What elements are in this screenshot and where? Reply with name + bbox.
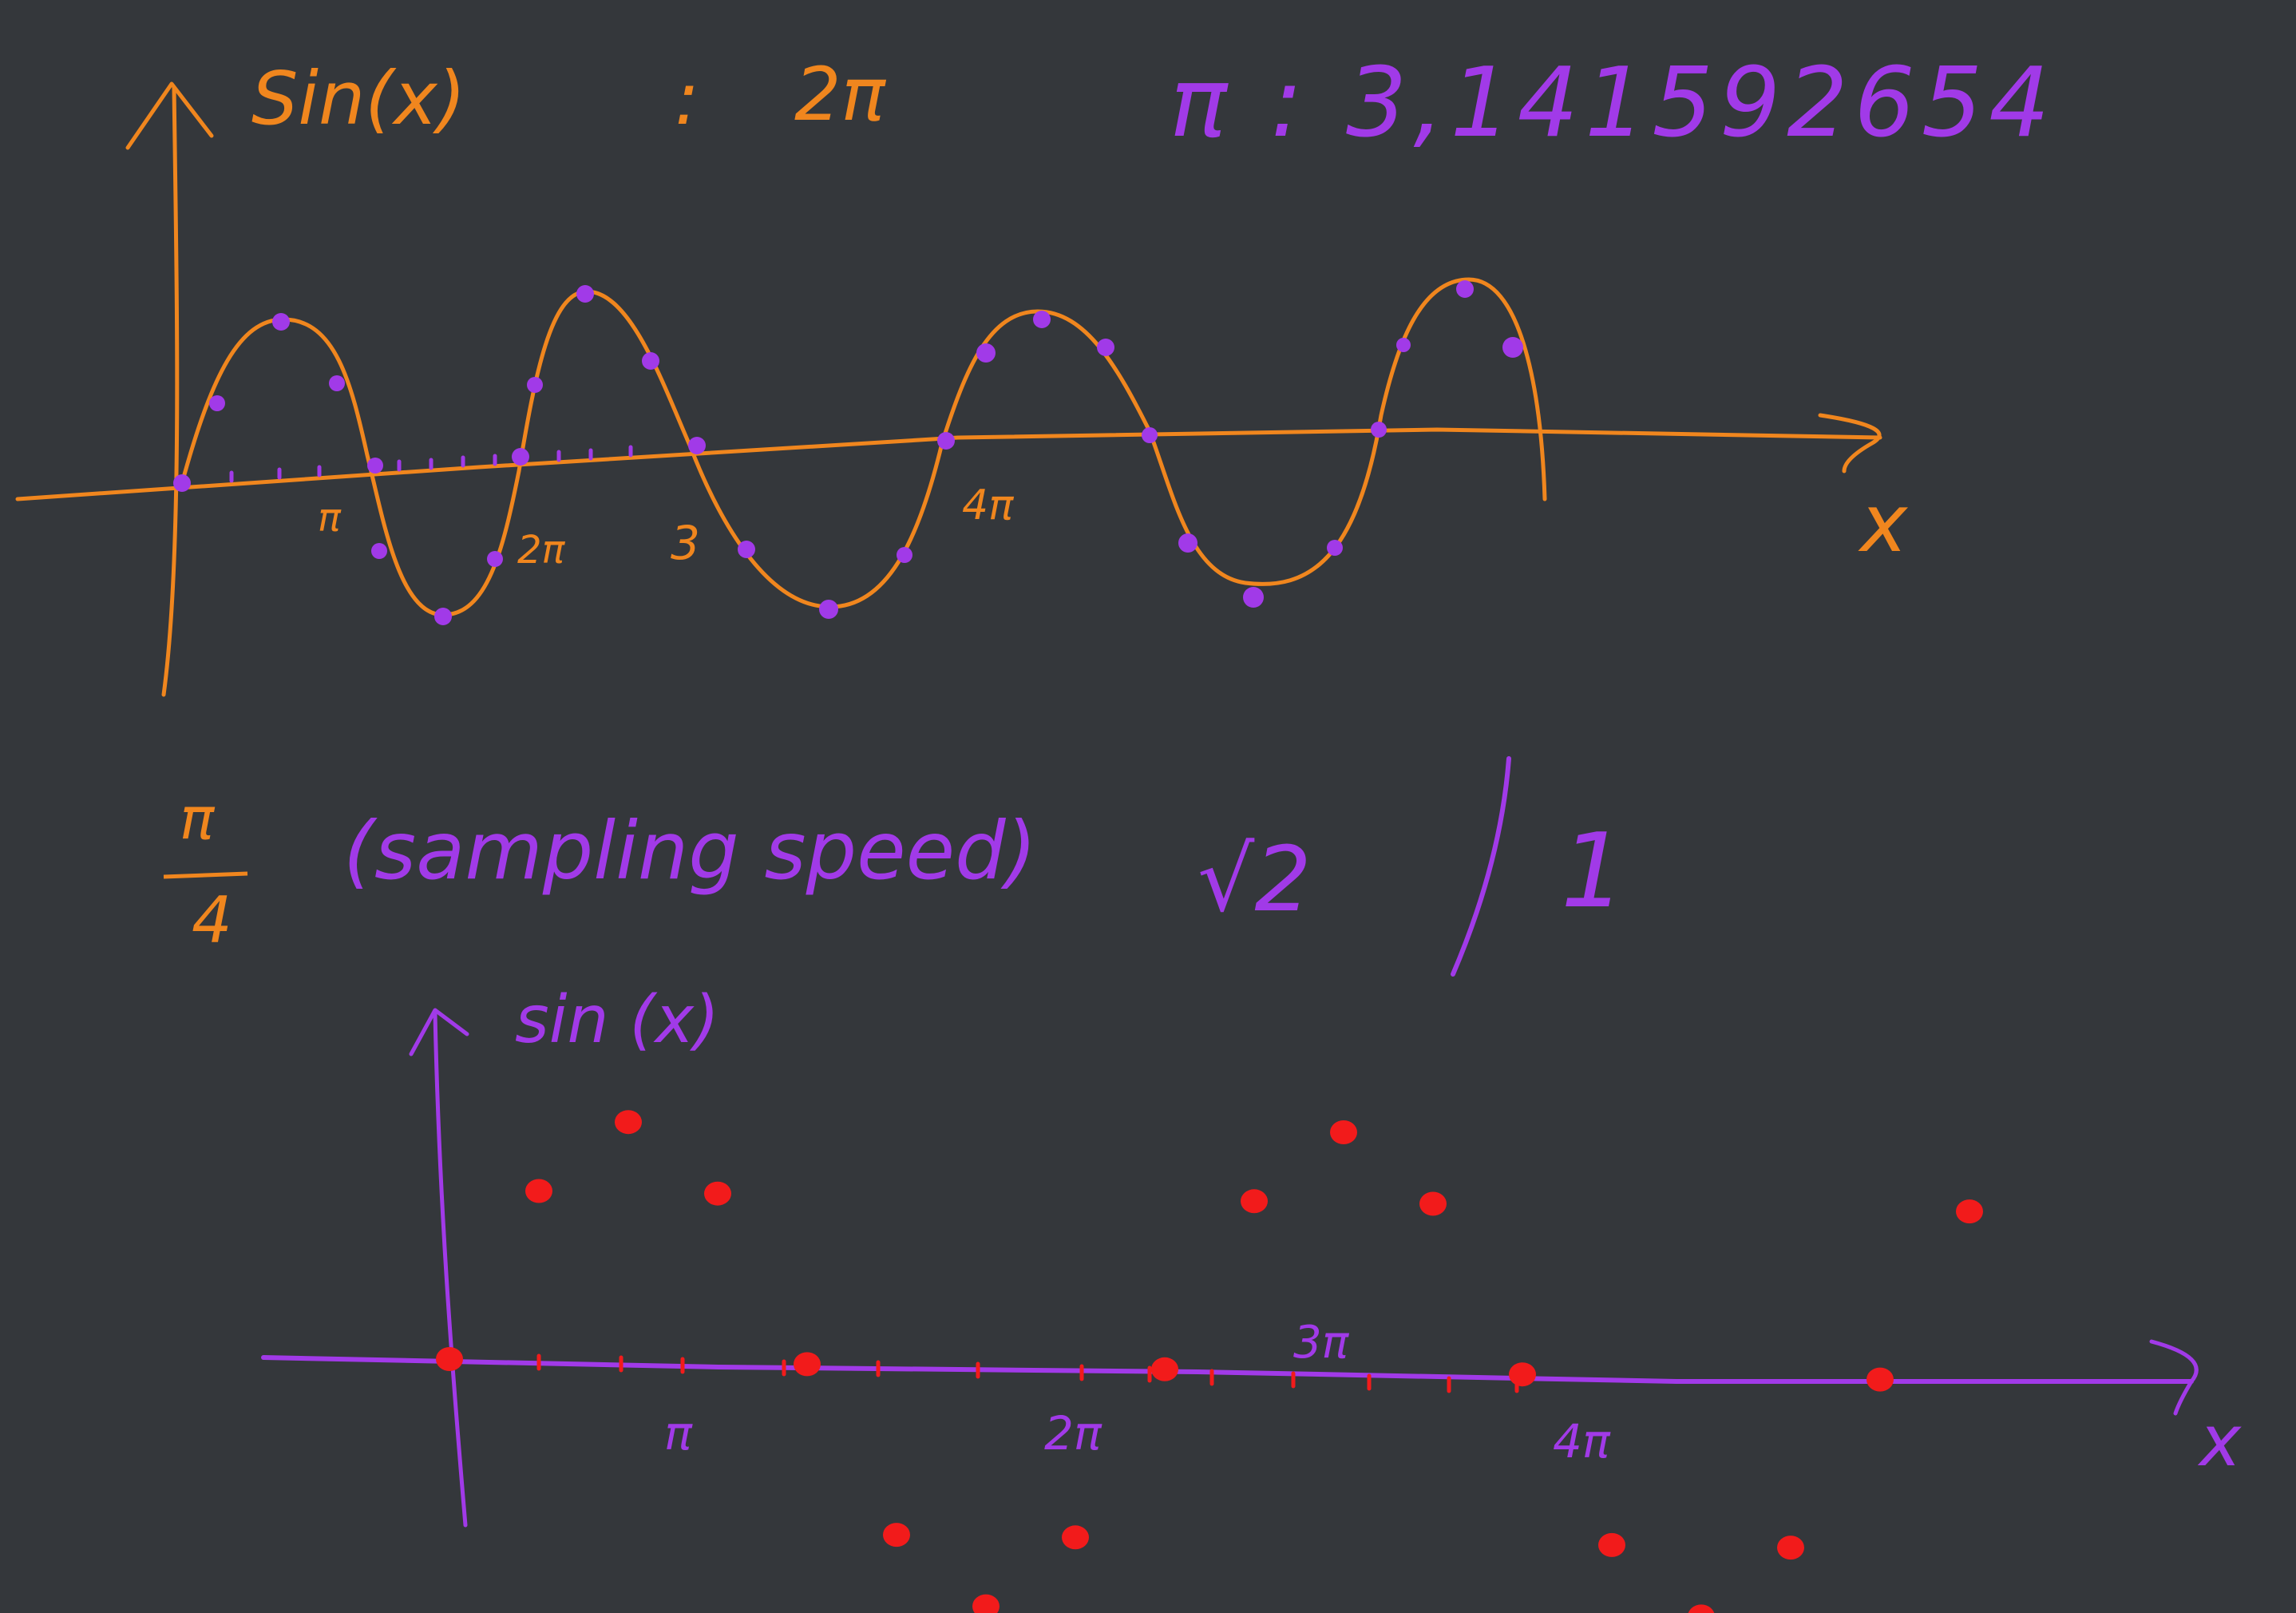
top-tick-label-2pi: 2π [517,528,566,573]
top-sample-point [527,377,543,393]
bottom-y-axis-arrowhead [409,1008,469,1056]
top-sample-point [738,541,755,558]
top-sample-point [897,547,912,563]
bottom-tick-label-pi: π [664,1406,693,1460]
top-sample-point [819,600,838,619]
top-sample-point [576,285,594,303]
sample-point-16 [1866,1367,1894,1392]
sample-point-5 [883,1523,910,1548]
top-plot [15,81,1882,697]
sample-point-10 [1330,1120,1357,1144]
top-sample-point [367,458,383,474]
sampling-speed-label: (sampling speed) [343,804,1037,898]
top-sample-point [487,551,503,567]
top-tick-label-4pi: 4π [962,482,1014,529]
bottom-xlabel: x [2197,1400,2242,1482]
top-sample-point [173,474,191,492]
top-y-axis [161,85,180,697]
top-sample-point [1371,422,1387,438]
top-sample-points [173,280,1523,625]
top-x-ticks [229,445,633,483]
sample-point-15 [1777,1536,1804,1560]
slash-divider [1451,756,1511,977]
sample-point-17 [1956,1199,1983,1224]
top-sample-point [642,352,659,370]
fraction-numerator: π [180,785,216,852]
bottom-tick-label-3pi: 3π [1293,1317,1350,1369]
one-label: 1 [1561,812,1625,931]
sample-point-3 [704,1181,731,1206]
sample-point-6 [972,1594,1000,1613]
top-y-axis-arrowhead [125,81,214,150]
top-sample-point [434,608,452,625]
sample-point-7 [1062,1525,1089,1550]
top-sample-point [1456,280,1474,298]
top-sample-point [937,432,955,450]
top-period: 2π [794,52,887,137]
bottom-tick-label-2pi: 2π [1044,1406,1102,1460]
fraction-denominator: 4 [192,883,232,957]
sample-point-1 [525,1179,552,1203]
top-ylabel: Sin(x) [251,56,466,141]
bottom-ylabel: sin (x) [515,982,719,1058]
top-sample-point [1327,540,1343,556]
bottom-sample-points [436,1110,1983,1613]
sample-point-4 [794,1352,821,1377]
sample-point-13 [1598,1532,1625,1557]
sample-point-9 [1241,1189,1268,1214]
top-sample-point [329,375,345,391]
bottom-y-axis [433,1012,468,1528]
sample-point-14 [1688,1604,1715,1613]
top-sample-point [976,343,996,363]
top-sample-point [1243,587,1264,608]
top-sample-point [1396,338,1411,352]
top-sample-point [272,313,290,331]
sine-curve [180,277,1547,617]
top-sample-point [1178,533,1197,553]
top-sample-point [512,448,529,466]
pi-value: π : 3,141592654 [1170,48,2057,159]
top-x-axis [15,427,1882,501]
sample-point-11 [1419,1191,1447,1216]
sample-point-8 [1151,1357,1178,1381]
top-sample-point [1097,339,1114,356]
top-sample-point [1502,337,1523,358]
bottom-plot [261,1008,2199,1613]
sqrt-2-label: √2 [1197,828,1312,932]
bottom-x-axis-arrowhead [2149,1339,2199,1416]
sample-point-12 [1509,1362,1536,1387]
top-sample-point [688,437,706,454]
top-sample-point [371,543,387,559]
fraction-bar [163,871,248,879]
top-separator: : [675,56,699,141]
bottom-x-axis [261,1355,2194,1384]
top-sample-point [209,395,225,411]
sample-point-2 [615,1110,642,1135]
sample-point-0 [436,1347,463,1371]
top-tick-label-pi: π [318,496,342,541]
top-sample-point [1142,427,1158,443]
top-tick-label-3: 3 [671,516,700,570]
bottom-x-ticks [536,1353,1519,1393]
bottom-tick-label-4pi: 4π [1553,1414,1611,1468]
top-sample-point [1033,311,1051,328]
top-xlabel: x [1858,477,1909,570]
top-x-axis-arrowhead [1818,413,1882,474]
